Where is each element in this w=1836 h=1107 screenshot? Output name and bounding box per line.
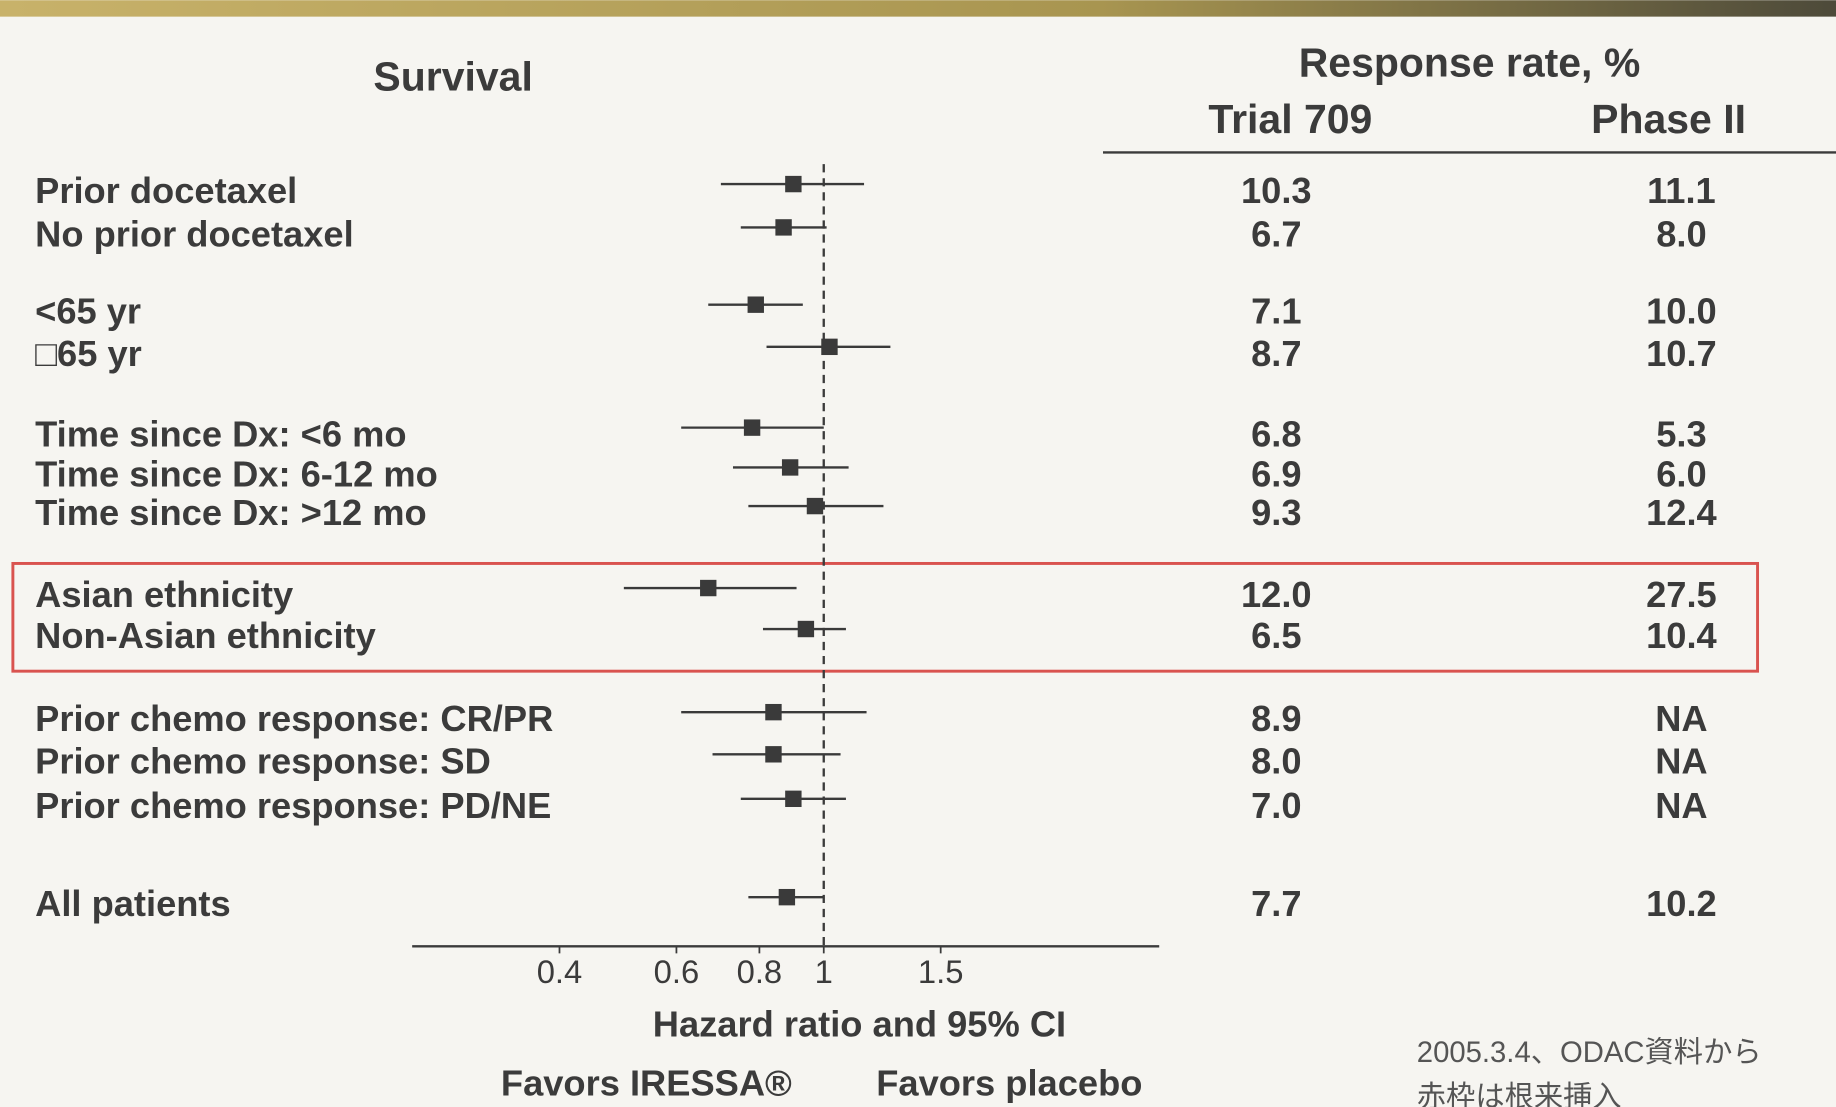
table-cell: 10.3 bbox=[1241, 170, 1312, 211]
table-title: Response rate, % bbox=[1299, 40, 1641, 86]
x-tick-label: 1 bbox=[815, 953, 833, 990]
table-cell: 8.0 bbox=[1251, 740, 1301, 781]
point-estimate bbox=[765, 703, 782, 721]
row-label: Time since Dx: >12 mo bbox=[35, 492, 427, 533]
table-cell: 6.5 bbox=[1251, 615, 1301, 656]
table-cell: 7.0 bbox=[1251, 785, 1301, 826]
point-estimate bbox=[785, 175, 802, 193]
point-estimate bbox=[781, 459, 799, 476]
annotation: 2005.3.4、ODAC資料から bbox=[1417, 1036, 1762, 1069]
table-cell: 9.3 bbox=[1251, 492, 1301, 533]
favors-left: Favors IRESSA® bbox=[501, 1062, 792, 1103]
table-cell: 8.9 bbox=[1251, 698, 1301, 739]
table-cell: 6.7 bbox=[1251, 213, 1301, 254]
table-cell: 12.4 bbox=[1646, 492, 1717, 533]
favors-right: Favors placebo bbox=[876, 1062, 1142, 1103]
table-cell: 5.3 bbox=[1656, 414, 1706, 455]
point-estimate bbox=[765, 746, 782, 763]
point-estimate bbox=[821, 338, 838, 356]
row-label: Prior chemo response: SD bbox=[35, 740, 491, 781]
table-cell: 6.8 bbox=[1251, 414, 1301, 455]
table-cell: 10.2 bbox=[1646, 883, 1717, 924]
row-label: Non-Asian ethnicity bbox=[35, 615, 376, 656]
point-estimate bbox=[785, 790, 802, 808]
row-label: Asian ethnicity bbox=[35, 574, 293, 615]
x-tick-label: 0.6 bbox=[654, 953, 700, 990]
highlight-box bbox=[11, 561, 1760, 673]
table-cell: 11.1 bbox=[1647, 170, 1716, 211]
row-label: Time since Dx: <6 mo bbox=[35, 414, 406, 455]
table-cell: 6.9 bbox=[1251, 453, 1301, 494]
x-tick-label: 0.8 bbox=[737, 953, 783, 990]
row-label: No prior docetaxel bbox=[35, 213, 354, 254]
table-cell: 10.4 bbox=[1646, 615, 1717, 656]
row-label: Time since Dx: 6-12 mo bbox=[35, 453, 438, 494]
row-label: <65 yr bbox=[35, 291, 141, 332]
x-tick-label: 0.4 bbox=[537, 953, 583, 990]
point-estimate bbox=[797, 620, 815, 638]
table-cell: 8.7 bbox=[1251, 333, 1301, 374]
table-cell: NA bbox=[1655, 740, 1707, 781]
table-cell: 6.0 bbox=[1656, 453, 1706, 494]
row-label: Prior chemo response: PD/NE bbox=[35, 785, 551, 826]
row-label: All patients bbox=[35, 883, 231, 924]
top-bar bbox=[0, 0, 1836, 17]
x-tick-label: 1.5 bbox=[918, 953, 964, 990]
column-header: Phase II bbox=[1591, 96, 1746, 142]
point-estimate bbox=[700, 579, 717, 597]
annotation: 赤枠は根来挿入 bbox=[1417, 1080, 1622, 1107]
chart-title: Survival bbox=[373, 54, 532, 100]
table-cell: 10.7 bbox=[1646, 333, 1717, 374]
row-label: Prior chemo response: CR/PR bbox=[35, 698, 553, 739]
table-cell: NA bbox=[1655, 698, 1707, 739]
table-cell: 27.5 bbox=[1646, 574, 1717, 615]
point-estimate bbox=[747, 296, 764, 313]
point-estimate bbox=[775, 219, 792, 236]
table-cell: NA bbox=[1655, 785, 1707, 826]
table-cell: 10.0 bbox=[1646, 291, 1717, 332]
column-header: Trial 709 bbox=[1208, 96, 1372, 142]
table-cell: 8.0 bbox=[1656, 213, 1706, 254]
row-label: Prior docetaxel bbox=[35, 170, 297, 211]
row-label: □65 yr bbox=[35, 333, 142, 374]
point-estimate bbox=[778, 888, 796, 906]
table-cell: 12.0 bbox=[1241, 574, 1312, 615]
point-estimate bbox=[806, 497, 824, 515]
table-cell: 7.1 bbox=[1251, 291, 1301, 332]
table-cell: 7.7 bbox=[1251, 883, 1301, 924]
point-estimate bbox=[743, 419, 761, 436]
x-axis-label: Hazard ratio and 95% CI bbox=[653, 1004, 1066, 1045]
